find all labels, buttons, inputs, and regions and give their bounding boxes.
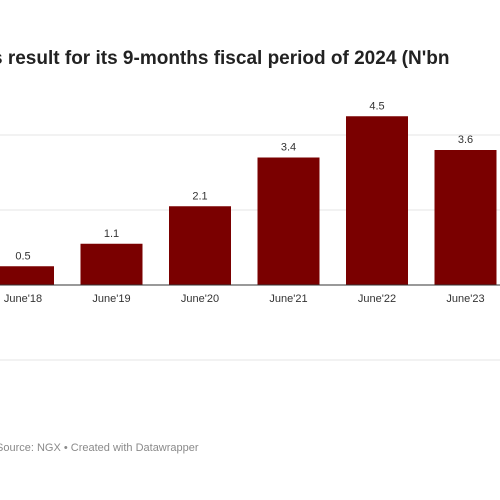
bar — [80, 243, 143, 285]
bar — [0, 266, 54, 285]
data-label: 3.4 — [281, 142, 296, 154]
data-label: 2.1 — [192, 190, 207, 202]
chart-footer: Source: NGX • Created with Datawrapper — [0, 442, 500, 458]
data-label: 1.1 — [104, 228, 119, 240]
data-label: 4.5 — [369, 100, 384, 112]
source-note: Source: NGX • Created with Datawrapper — [0, 442, 199, 454]
x-tick-label: June'20 — [181, 293, 219, 305]
data-label: 0.5 — [15, 250, 30, 262]
bar — [346, 116, 408, 285]
x-tick-label: June'19 — [92, 293, 130, 305]
x-tick-label: June'18 — [4, 293, 42, 305]
bar — [257, 157, 320, 285]
bar — [434, 150, 497, 285]
x-tick-label: June'22 — [358, 293, 396, 305]
x-tick-label: June'23 — [446, 293, 484, 305]
x-tick-label: June'21 — [269, 293, 307, 305]
chart-title: s result for its 9-months fiscal period … — [0, 44, 500, 74]
bar — [169, 206, 231, 285]
data-label: 3.6 — [458, 134, 473, 146]
chart-title-text: s result for its 9-months fiscal period … — [0, 48, 450, 69]
bar-chart: 0.5 June'18 1.1 June'19 2.1 June'20 3.4 June'21… — [0, 100, 500, 361]
